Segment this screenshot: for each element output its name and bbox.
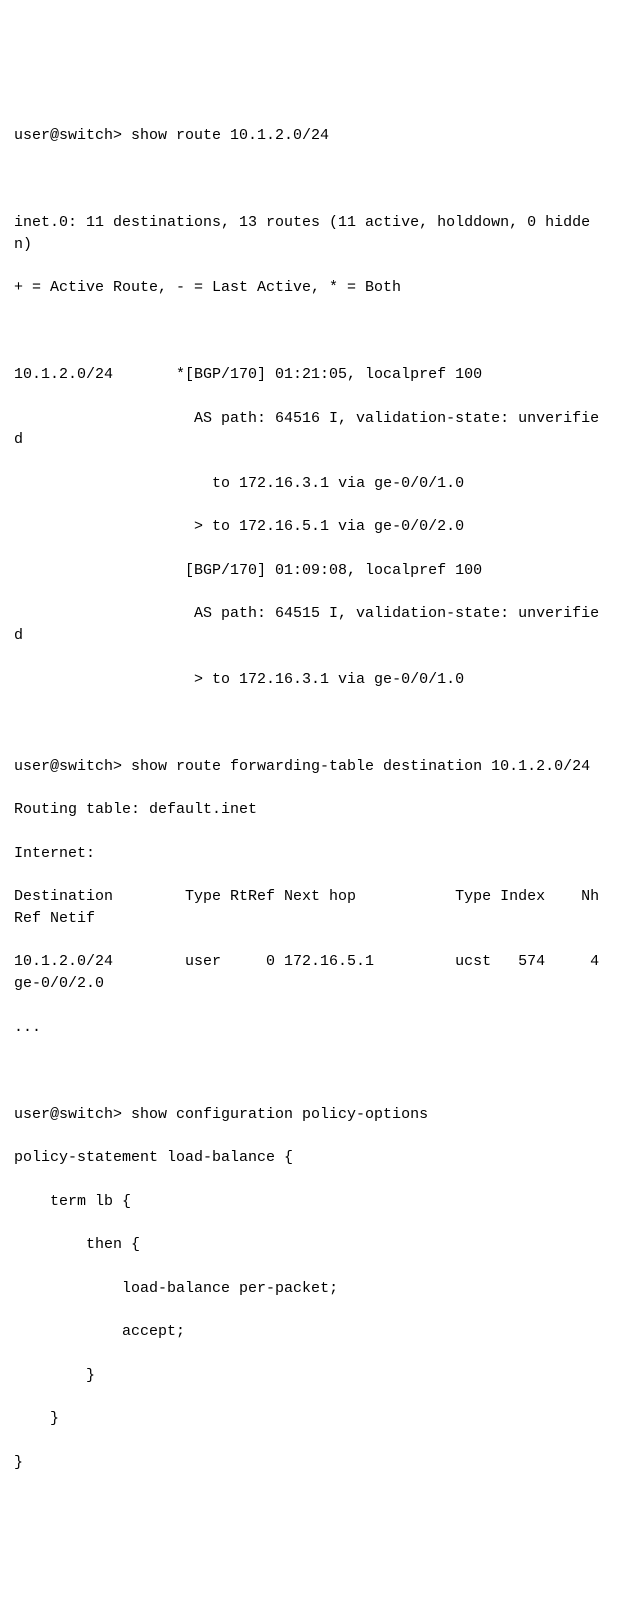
config-line: term lb { bbox=[14, 1191, 606, 1213]
config-line: policy-statement load-balance { bbox=[14, 1147, 606, 1169]
config-line: } bbox=[14, 1365, 606, 1387]
config-line: } bbox=[14, 1408, 606, 1430]
blank bbox=[14, 321, 606, 343]
route-entry-2b: AS path: 64515 I, validation-state: unve… bbox=[14, 603, 606, 647]
route-entry-1a: 10.1.2.0/24 *[BGP/170] 01:21:05, localpr… bbox=[14, 364, 606, 386]
internet-line: Internet: bbox=[14, 843, 606, 865]
config-line: accept; bbox=[14, 1321, 606, 1343]
blank bbox=[14, 168, 606, 190]
config-line: then { bbox=[14, 1234, 606, 1256]
config-line: } bbox=[14, 1452, 606, 1474]
routing-table-line: Routing table: default.inet bbox=[14, 799, 606, 821]
blank bbox=[14, 712, 606, 734]
blank bbox=[14, 1060, 606, 1082]
legend-line: + = Active Route, - = Last Active, * = B… bbox=[14, 277, 606, 299]
command-line-1: user@switch> show route 10.1.2.0/24 bbox=[14, 125, 606, 147]
route-entry-1b: AS path: 64516 I, validation-state: unve… bbox=[14, 408, 606, 452]
fwd-table-row: 10.1.2.0/24 user 0 172.16.5.1 ucst 574 4… bbox=[14, 951, 606, 995]
fwd-table-header: Destination Type RtRef Next hop Type Ind… bbox=[14, 886, 606, 930]
terminal-output: user@switch> show route 10.1.2.0/24 inet… bbox=[14, 103, 606, 1495]
route-summary: inet.0: 11 destinations, 13 routes (11 a… bbox=[14, 212, 606, 256]
route-entry-2a: [BGP/170] 01:09:08, localpref 100 bbox=[14, 560, 606, 582]
route-entry-1c: to 172.16.3.1 via ge-0/0/1.0 bbox=[14, 473, 606, 495]
config-line: load-balance per-packet; bbox=[14, 1278, 606, 1300]
output-ellipsis: ... bbox=[14, 1017, 606, 1039]
command-line-3: user@switch> show configuration policy-o… bbox=[14, 1104, 606, 1126]
command-line-2: user@switch> show route forwarding-table… bbox=[14, 756, 606, 778]
route-entry-2c: > to 172.16.3.1 via ge-0/0/1.0 bbox=[14, 669, 606, 691]
route-entry-1d: > to 172.16.5.1 via ge-0/0/2.0 bbox=[14, 516, 606, 538]
